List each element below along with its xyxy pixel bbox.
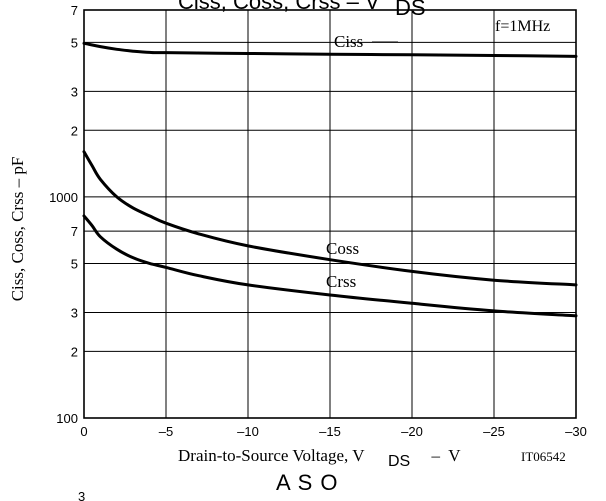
ciss-curve	[82, 41, 578, 58]
frequency-annotation: f=1MHz	[495, 18, 550, 35]
x-axis-label: Drain-to-Source Voltage, V DS – V	[178, 446, 461, 470]
y-tick-label: 7	[71, 224, 78, 239]
x-axis: 0 –5 –10 –15 –20 –25 –30	[80, 424, 586, 439]
plot-frame	[83, 9, 577, 419]
next-section-top-label: 3	[78, 489, 85, 501]
x-axis-label-main: Drain-to-Source Voltage, V	[178, 446, 365, 465]
figure-code: IT06542	[521, 449, 566, 464]
x-axis-label-subscript: DS	[388, 453, 410, 470]
coss-curve	[82, 150, 578, 287]
crss-curve	[82, 214, 578, 318]
x-tick-label: –5	[159, 424, 173, 439]
grid	[84, 10, 577, 418]
x-tick-label: –25	[483, 424, 505, 439]
series-curves	[82, 41, 578, 318]
series-label-ciss: Ciss	[334, 32, 363, 51]
series-label-crss: Crss	[326, 272, 356, 291]
y-tick-label: 3	[71, 84, 78, 99]
y-tick-label: 2	[71, 123, 78, 138]
title-text: Ciss, Coss, Crss – V	[178, 0, 380, 14]
x-tick-label: –10	[237, 424, 259, 439]
y-tick-label: 2	[71, 344, 78, 359]
x-axis-label-unit: – V	[423, 446, 461, 465]
x-tick-label: –15	[319, 424, 341, 439]
y-axis-label: Ciss, Coss, Crss – pF	[8, 157, 27, 302]
next-section-title: A S O	[276, 470, 338, 495]
x-tick-label: –30	[565, 424, 587, 439]
y-tick-label: 5	[71, 35, 78, 50]
y-axis: 100 2 3 5 7 1000 2 3 5 7	[49, 3, 78, 426]
x-tick-label: 0	[80, 424, 87, 439]
series-label-coss: Coss	[326, 239, 359, 258]
y-tick-label: 3	[71, 305, 78, 320]
x-tick-label: –20	[401, 424, 423, 439]
y-tick-label: 5	[71, 256, 78, 271]
y-tick-label: 100	[56, 411, 78, 426]
y-tick-label: 1000	[49, 190, 78, 205]
y-tick-label: 7	[71, 3, 78, 18]
